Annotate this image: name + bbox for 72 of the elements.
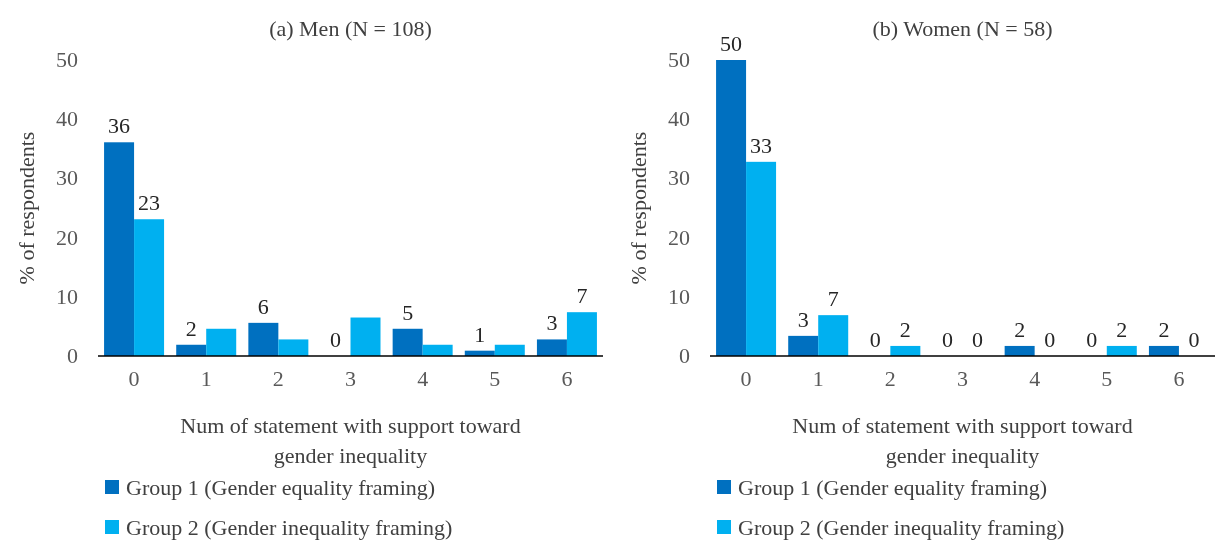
chart-title: (b) Women (N = 58) (872, 16, 1053, 41)
x-tick-label: 4 (417, 366, 429, 391)
y-tick-label: 50 (668, 47, 690, 72)
data-label: 2 (185, 315, 197, 341)
y-tick-label: 30 (668, 165, 690, 191)
data-label: 3 (797, 306, 809, 332)
x-tick-label: 6 (561, 366, 573, 391)
bar (818, 315, 849, 356)
x-tick-label: 0 (128, 366, 140, 391)
y-tick-label: 50 (56, 47, 78, 72)
y-tick-label: 20 (56, 224, 78, 250)
data-label: 0 (1086, 327, 1098, 352)
bar (566, 312, 597, 356)
x-tick-label: 1 (200, 366, 212, 391)
x-tick-label: 1 (812, 366, 824, 391)
bar (716, 60, 747, 356)
y-tick-label: 40 (56, 106, 78, 132)
y-tick-label: 0 (679, 343, 690, 368)
y-tick-label: 10 (56, 283, 78, 309)
data-label: 50 (720, 31, 743, 56)
data-label: 5 (402, 299, 414, 325)
x-tick-label: 5 (489, 366, 501, 391)
bar (350, 317, 381, 356)
x-tick-label: 2 (884, 366, 896, 391)
x-tick-label: 2 (272, 366, 284, 391)
data-label: 0 (1044, 327, 1056, 352)
bar (788, 335, 819, 356)
bar (746, 161, 777, 356)
data-label: 1 (474, 321, 486, 347)
bar (248, 322, 279, 356)
data-label: 23 (138, 190, 161, 216)
x-tick-label: 3 (345, 366, 356, 391)
x-tick-label: 3 (957, 366, 968, 391)
x-tick-label: 4 (1029, 366, 1041, 391)
bar (536, 339, 567, 356)
data-label: 2 (1158, 316, 1170, 342)
bar (104, 142, 135, 356)
bar (134, 219, 165, 356)
data-label: 0 (330, 327, 341, 352)
data-label: 36 (108, 113, 131, 139)
legend-label: Group 2 (Gender inequality framing) (738, 515, 1065, 540)
data-label: 3 (546, 310, 558, 336)
legend-label: Group 1 (Gender equality framing) (126, 475, 436, 500)
x-axis-title: Num of statement with support toward gender inequality (180, 413, 521, 468)
bar (278, 339, 309, 356)
bar (206, 328, 237, 356)
y-tick-label: 20 (668, 224, 690, 250)
x-tick-label: 0 (740, 366, 752, 391)
data-label: 0 (942, 327, 953, 352)
data-label: 7 (827, 286, 839, 312)
y-axis-title: % of respondents (14, 131, 39, 285)
data-label: 2 (899, 316, 911, 342)
data-label: 0 (972, 327, 983, 352)
legend-label: Group 1 (Gender equality framing) (738, 475, 1048, 500)
data-label: 2 (1116, 316, 1128, 342)
data-label: 0 (1188, 327, 1200, 352)
data-label: 6 (257, 293, 269, 319)
bar (392, 328, 423, 356)
data-label: 2 (1014, 316, 1026, 342)
data-label: 0 (869, 327, 881, 352)
x-axis-title: Num of statement with support toward gender inequality (792, 413, 1133, 468)
x-tick-label: 6 (1173, 366, 1185, 391)
x-tick-label: 5 (1101, 366, 1113, 391)
legend-label: Group 2 (Gender inequality framing) (126, 515, 453, 540)
y-tick-label: 0 (67, 343, 78, 368)
y-tick-label: 40 (668, 106, 690, 132)
y-axis-title: % of respondents (626, 131, 651, 285)
y-tick-label: 10 (668, 283, 690, 309)
data-label: 33 (750, 132, 773, 158)
y-tick-label: 30 (56, 165, 78, 191)
chart-title: (a) Men (N = 108) (269, 16, 432, 41)
data-label: 7 (576, 283, 588, 309)
